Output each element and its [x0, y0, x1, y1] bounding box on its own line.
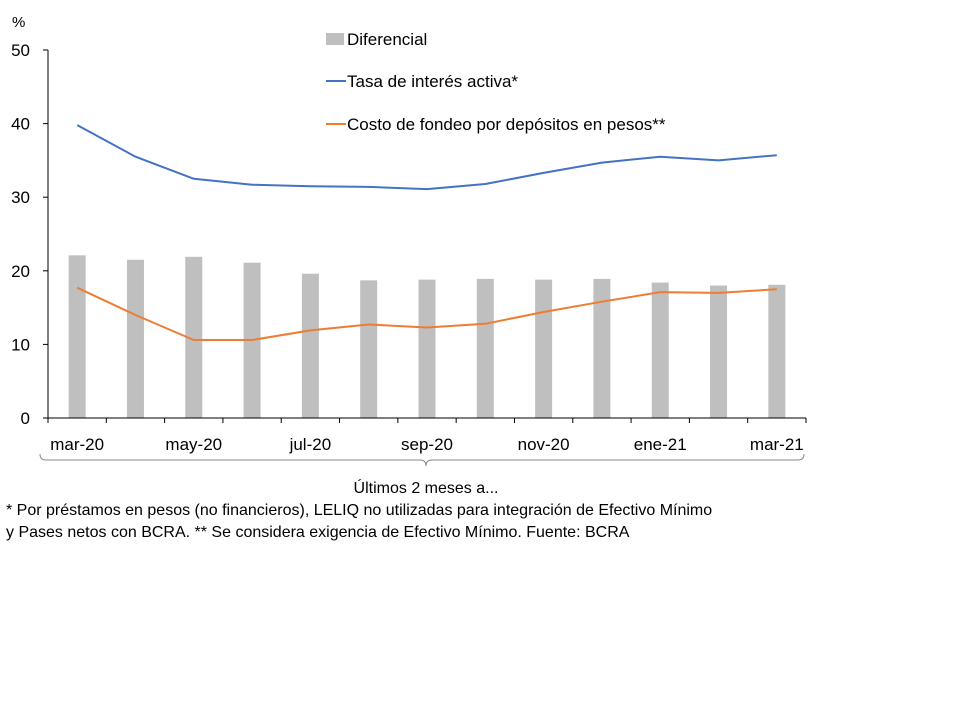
legend-label: Tasa de interés activa*: [347, 72, 518, 91]
y-tick-label: 40: [11, 115, 30, 134]
bar-diferencial: [710, 285, 728, 418]
bracket: [39, 453, 805, 467]
line-costo-fondeo: [76, 286, 777, 341]
bar-diferencial: [360, 280, 378, 418]
x-tick-label: sep-20: [401, 435, 453, 454]
legend-label: Diferencial: [347, 30, 427, 49]
bar-diferencial: [68, 255, 86, 418]
y-tick-label: 20: [11, 262, 30, 281]
chart: 0 10 20 30 40 50% mar-20 may-20 jul-20 sep-20 nov-…: [11, 14, 807, 497]
y-tick-label: 0: [21, 409, 30, 428]
line-tasa-activa: [76, 124, 777, 191]
bracket-label: Últimos 2 meses a...: [354, 478, 499, 497]
legend-swatch-bar: [326, 33, 344, 45]
x-tick-label: ene-21: [634, 435, 687, 454]
bar-diferencial: [418, 279, 436, 418]
y-tick-label: 10: [11, 335, 30, 354]
bar-diferencial: [126, 259, 144, 418]
footnote: * Por préstamos en pesos (no financieros…: [6, 500, 826, 544]
x-tick-label: may-20: [165, 435, 222, 454]
bar-diferencial: [651, 282, 669, 418]
y-tick-label: 30: [11, 188, 30, 207]
x-tick-label: mar-21: [750, 435, 804, 454]
bar-diferencial: [185, 256, 203, 418]
bar-diferencial: [535, 279, 553, 418]
bar-diferencial: [301, 273, 319, 418]
bar-diferencial: [768, 284, 786, 418]
footnote-line-2: y Pases netos con BCRA. ** Se considera …: [6, 524, 630, 541]
x-tick-label: nov-20: [518, 435, 570, 454]
legend-label: Costo de fondeo por depósitos en pesos**: [347, 115, 666, 134]
footnote-line-1: * Por préstamos en pesos (no financieros…: [6, 502, 713, 519]
bar-diferencial: [593, 278, 611, 418]
y-unit-label: %: [12, 14, 25, 31]
y-tick-label: 50: [11, 41, 30, 60]
bar-diferencial: [476, 278, 494, 418]
x-tick-label: jul-20: [289, 435, 332, 454]
x-tick-label: mar-20: [50, 435, 104, 454]
